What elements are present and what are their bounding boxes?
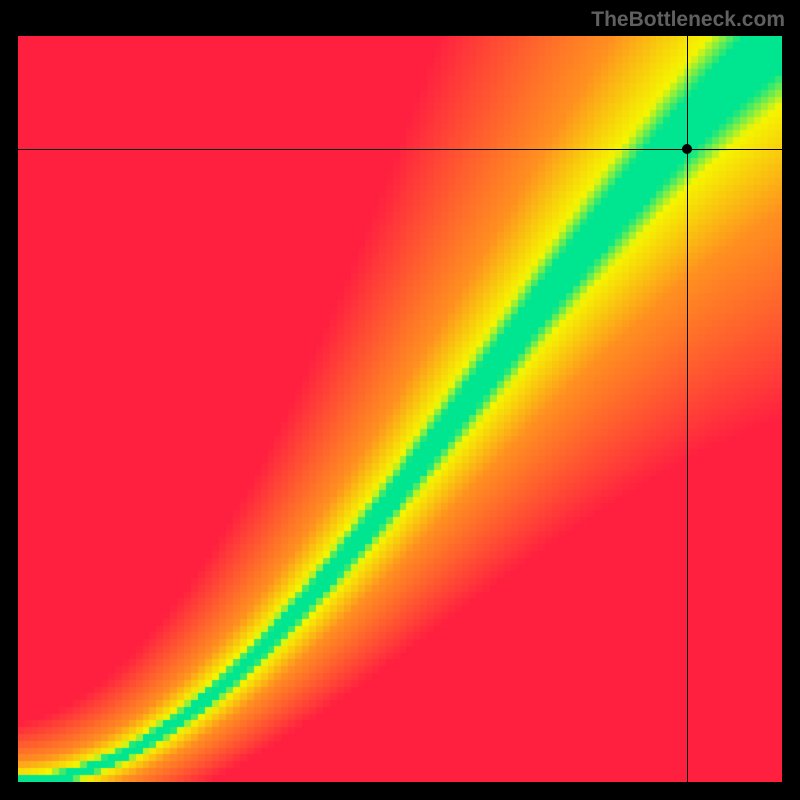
heatmap-canvas <box>18 36 782 782</box>
crosshair-vertical <box>687 0 688 800</box>
watermark-text: TheBottleneck.com <box>591 8 785 32</box>
crosshair-marker <box>682 144 692 154</box>
crosshair-horizontal <box>0 149 800 150</box>
heatmap-plot <box>18 36 782 782</box>
